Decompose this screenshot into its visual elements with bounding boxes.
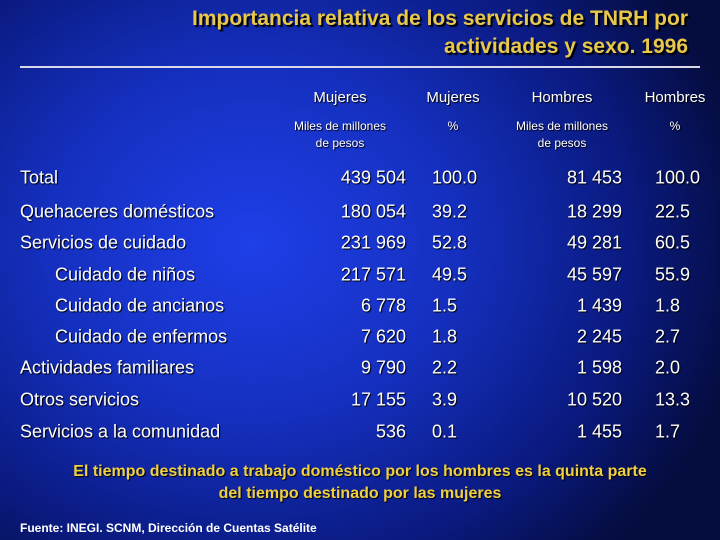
column-unit: Miles de millones xyxy=(515,119,609,133)
cell-value: 2.2 xyxy=(432,357,458,378)
note-line: del tiempo destinado por las mujeres xyxy=(218,485,502,502)
column-unit: % xyxy=(669,119,681,133)
cell-value: 49.5 xyxy=(432,264,468,285)
row-label: Servicios a la comunidad xyxy=(20,421,221,442)
cell-value: 2 245 xyxy=(576,326,622,347)
column-unit: % xyxy=(447,119,459,133)
cell-value: 39.2 xyxy=(432,201,468,222)
cell-value: 55.9 xyxy=(655,264,691,285)
cell-value: 2.7 xyxy=(655,326,681,347)
cell-value: 1.8 xyxy=(432,326,458,347)
cell-value: 45 597 xyxy=(566,264,622,285)
cell-value: 81 453 xyxy=(566,167,622,188)
cell-value: 49 281 xyxy=(566,232,622,253)
cell-value: 3.9 xyxy=(432,389,458,410)
cell-value: 7 620 xyxy=(360,326,406,347)
column-header: Hombres xyxy=(531,89,593,106)
source: Fuente: INEGI. SCNM, Dirección de Cuenta… xyxy=(20,521,317,535)
cell-value: 1 598 xyxy=(576,357,622,378)
cell-value: 1.5 xyxy=(432,295,458,316)
cell-value: 13.3 xyxy=(655,389,691,410)
cell-value: 1 455 xyxy=(576,421,622,442)
column-unit: Miles de millones xyxy=(293,119,387,133)
column-unit: de pesos xyxy=(315,136,365,150)
cell-value: 10 520 xyxy=(566,389,622,410)
cell-value: 1 439 xyxy=(576,295,622,316)
cell-value: 0.1 xyxy=(432,421,458,442)
cell-value: 60.5 xyxy=(655,232,691,253)
cell-value: 536 xyxy=(375,421,406,442)
cell-value: 180 054 xyxy=(340,201,406,222)
cell-value: 2.0 xyxy=(655,357,681,378)
cell-value: 100.0 xyxy=(655,167,701,188)
column-header: Hombres xyxy=(644,89,706,106)
cell-value: 1.7 xyxy=(655,421,681,442)
title-line: Importancia relativa de los servicios de… xyxy=(192,7,688,30)
cell-value: 17 155 xyxy=(350,389,406,410)
note-line: El tiempo destinado a trabajo doméstico … xyxy=(73,463,647,480)
title-line: actividades y sexo. 1996 xyxy=(444,35,688,58)
cell-value: 439 504 xyxy=(340,167,406,188)
column-header: Mujeres xyxy=(426,89,480,106)
divider xyxy=(20,66,700,68)
cell-value: 100.0 xyxy=(432,167,478,188)
row-label: Servicios de cuidado xyxy=(20,232,187,253)
row-label: Cuidado de ancianos xyxy=(55,295,225,316)
column-header: Mujeres xyxy=(313,89,367,106)
row-label: Actividades familiares xyxy=(20,357,195,378)
row-label: Cuidado de niños xyxy=(55,264,196,285)
row-label: Otros servicios xyxy=(20,389,140,410)
cell-value: 18 299 xyxy=(566,201,622,222)
cell-value: 231 969 xyxy=(340,232,406,253)
cell-value: 217 571 xyxy=(340,264,406,285)
cell-value: 9 790 xyxy=(360,357,406,378)
column-unit: de pesos xyxy=(537,136,587,150)
cell-value: 6 778 xyxy=(360,295,406,316)
row-label: Total xyxy=(20,167,59,188)
cell-value: 52.8 xyxy=(432,232,468,253)
row-label: Quehaceres domésticos xyxy=(20,201,215,222)
cell-value: 22.5 xyxy=(655,201,691,222)
cell-value: 1.8 xyxy=(655,295,681,316)
row-label: Cuidado de enfermos xyxy=(55,326,228,347)
